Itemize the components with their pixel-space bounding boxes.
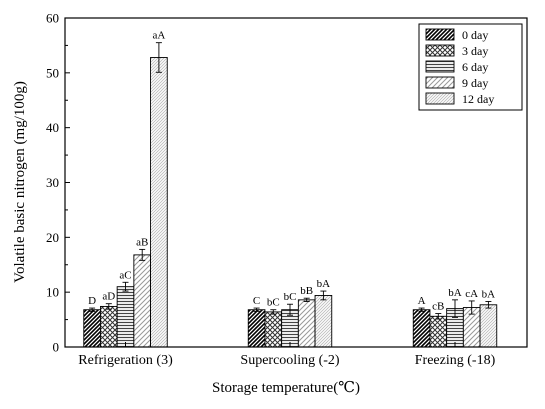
legend: 0 day 3 day 6 day 9 day 12 day [418,23,523,111]
bar [133,254,152,348]
data-label: cA [465,288,478,300]
y-axis-title: Volatile basic nitrogen (mg/100g) [12,81,28,283]
legend-label: 6 day [462,60,488,74]
legend-swatch [425,76,455,89]
data-label: D [88,295,96,307]
bar [412,309,431,348]
legend-label: 0 day [462,28,488,42]
y-tick-label: 0 [53,340,60,355]
data-label: aA [152,30,165,42]
data-label: bA [482,288,496,300]
legend-swatch [425,92,455,105]
x-tick-label: Refrigeration (3) [78,353,173,368]
data-label: bA [448,287,462,299]
bar [150,57,168,348]
bar [429,315,448,348]
bar [297,299,316,348]
legend-label: 12 day [462,92,494,106]
y-tick-label: 40 [46,120,59,135]
axes: 0 10 20 30 40 50 60 Refrigeration (3) Supercooli… [46,11,528,368]
x-axis-title: Storage temperature(℃) [212,380,360,396]
data-label: aC [119,269,131,281]
data-label: bC [284,291,297,303]
data-label: aB [136,236,148,248]
bar [479,304,498,348]
data-label: bC [267,297,280,309]
bar [264,311,283,348]
bar [83,309,101,348]
data-label: A [418,295,426,307]
y-tick-label: 20 [46,230,59,245]
legend-swatch [425,60,455,73]
y-tick-label: 60 [46,11,59,26]
legend-swatch [425,44,455,57]
legend-label: 3 day [462,44,488,58]
legend-swatch [425,28,455,41]
bar [314,295,333,348]
legend-label: 9 day [462,76,488,90]
data-label: C [253,295,260,307]
data-label: cB [432,301,444,313]
y-tick-label: 30 [46,175,59,190]
data-label: bB [300,285,313,297]
y-tick-label: 50 [46,65,59,80]
x-tick-label: Freezing (-18) [415,353,496,368]
data-label: aD [102,291,115,303]
bar [116,286,135,348]
x-tick-label: Supercooling (-2) [240,353,339,368]
bar [247,309,266,348]
data-label: bA [317,278,331,290]
bar [99,305,118,348]
y-tick-label: 10 [46,285,59,300]
